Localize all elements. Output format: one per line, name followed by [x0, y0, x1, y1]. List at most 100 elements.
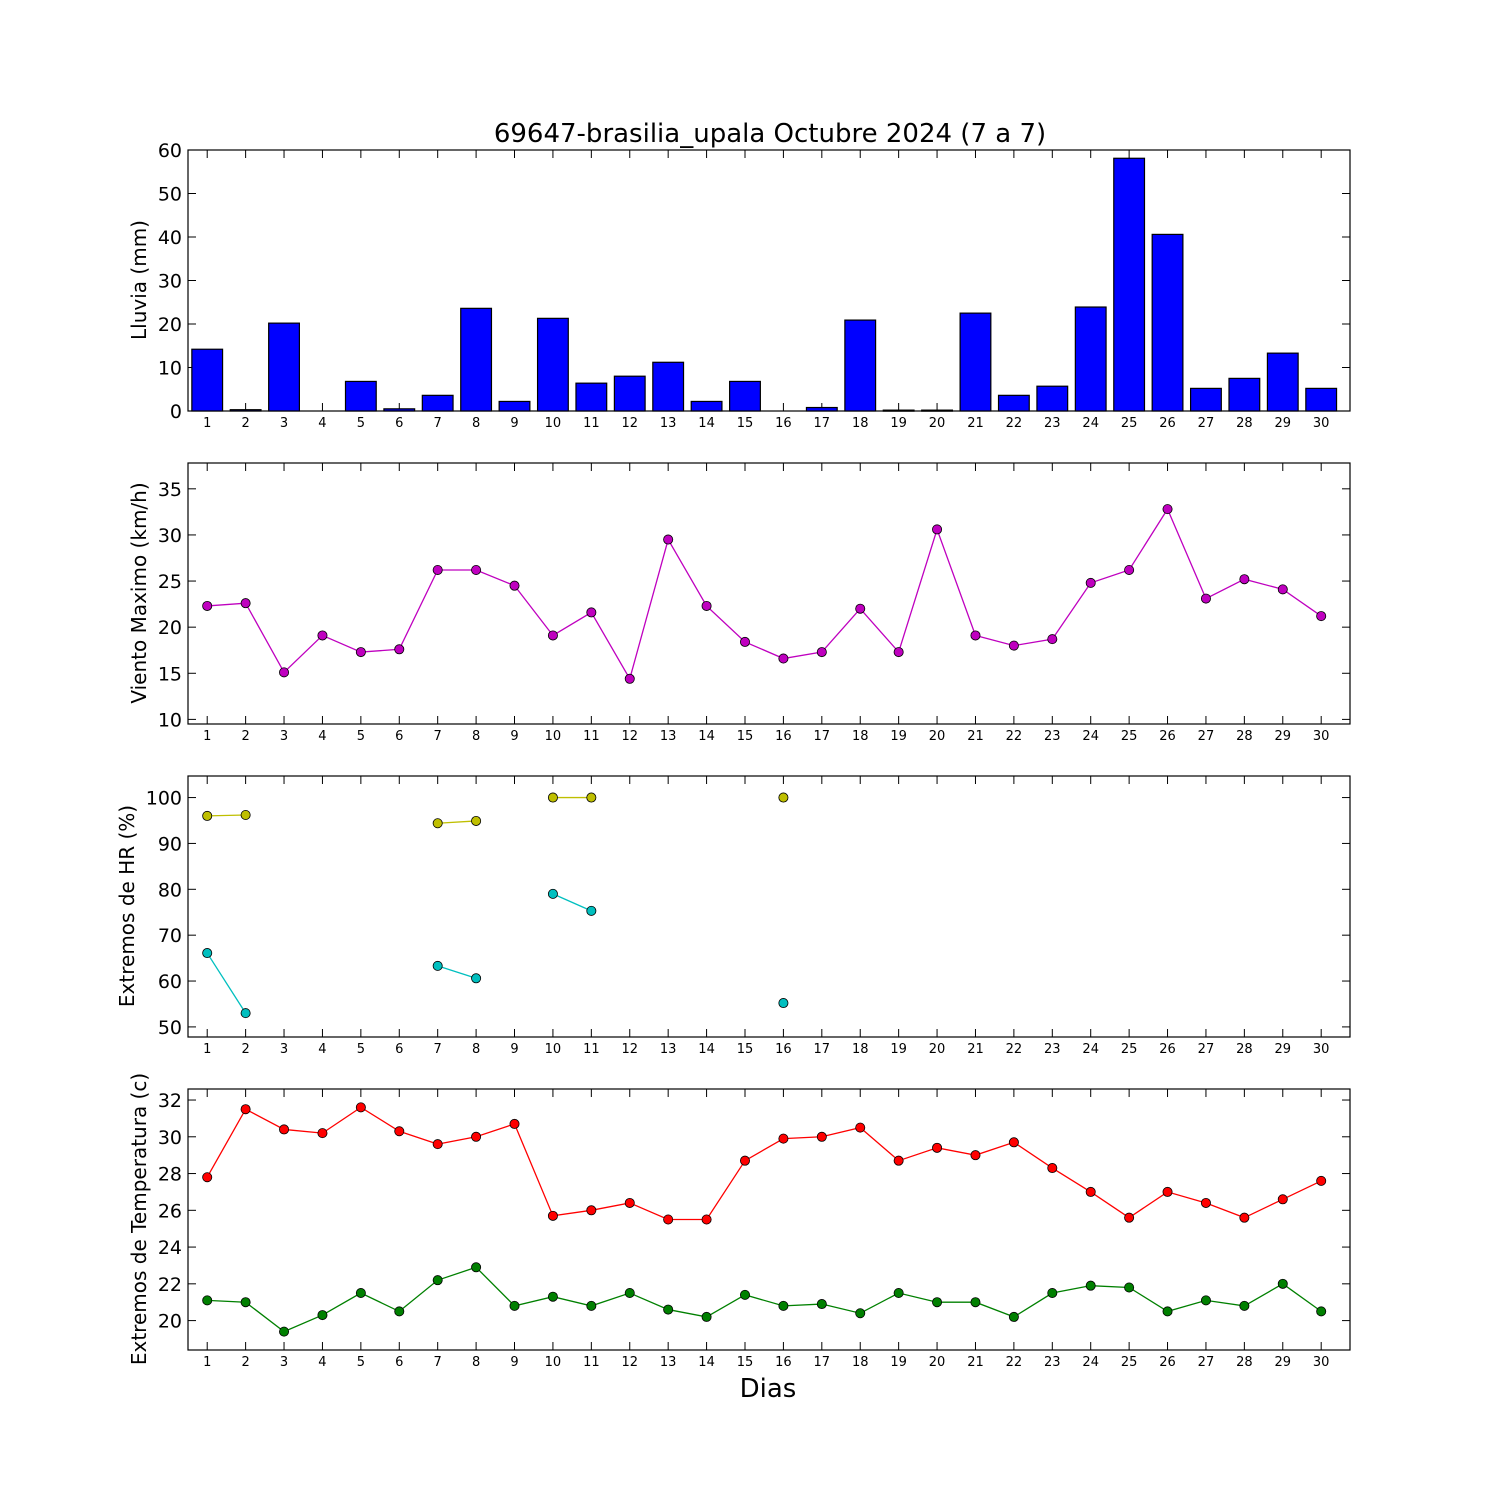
bar-day-27 — [1189, 387, 1222, 412]
point-day-15 — [739, 1289, 750, 1300]
xtick-label: 6 — [395, 1042, 403, 1057]
point-day-24 — [1085, 1186, 1096, 1197]
xtick-label: 2 — [241, 416, 249, 431]
xtick-label: 18 — [852, 416, 869, 431]
point-day-22 — [1008, 1311, 1019, 1322]
ytick-label: 20 — [158, 617, 182, 639]
point-day-9 — [509, 1300, 520, 1311]
xtick-label: 28 — [1236, 416, 1253, 431]
point-day-4 — [317, 630, 328, 641]
xtick-label: 23 — [1044, 1042, 1061, 1057]
xtick-label: 3 — [280, 729, 288, 744]
point-day-9 — [509, 1118, 520, 1129]
point-day-14 — [701, 1214, 712, 1225]
point-day-26 — [1162, 504, 1173, 515]
point-day-4 — [317, 1128, 328, 1139]
bar-day-15 — [729, 380, 761, 412]
bar-day-10 — [536, 317, 569, 412]
xtick-label: 23 — [1044, 729, 1061, 744]
xtick-label: 17 — [814, 729, 831, 744]
xtick-label: 23 — [1044, 1355, 1061, 1370]
series-line-1 — [207, 1266, 1322, 1333]
point-day-16 — [778, 792, 789, 803]
point-day-20 — [932, 524, 943, 535]
xtick-label: 25 — [1121, 1355, 1138, 1370]
bar-day-26 — [1151, 233, 1184, 412]
bar-day-19 — [882, 409, 915, 412]
point-day-16 — [778, 998, 789, 1009]
point-day-6 — [394, 1126, 405, 1137]
bar-day-25 — [1113, 157, 1146, 412]
series-line-1 — [206, 952, 247, 1014]
xtick-label: 12 — [621, 729, 638, 744]
xtick-label: 29 — [1275, 1355, 1292, 1370]
xtick-label: 10 — [545, 416, 562, 431]
point-day-8 — [471, 815, 482, 826]
xtick-label: 14 — [698, 729, 715, 744]
point-day-8 — [471, 973, 482, 984]
point-day-18 — [855, 1122, 866, 1133]
point-day-1 — [202, 810, 213, 821]
xtick-label: 11 — [583, 1042, 600, 1057]
xtick-label: 15 — [737, 1042, 754, 1057]
point-day-18 — [855, 1308, 866, 1319]
xtick-label: 9 — [510, 729, 518, 744]
xtick-label: 13 — [660, 1355, 677, 1370]
bar-day-29 — [1266, 352, 1299, 412]
bar-day-22 — [997, 394, 1030, 412]
ylabel-wind: Viento Maximo (km/h) — [127, 482, 151, 703]
point-day-5 — [355, 1288, 366, 1299]
bar-day-5 — [344, 380, 377, 412]
xtick-label: 25 — [1121, 729, 1138, 744]
xtick-label: 2 — [241, 1355, 249, 1370]
point-day-25 — [1124, 1282, 1135, 1293]
xlabel-days: Dias — [740, 1374, 797, 1404]
xtick-label: 2 — [241, 729, 249, 744]
point-day-3 — [279, 667, 290, 678]
point-day-16 — [778, 1300, 789, 1311]
xtick-label: 1 — [203, 1042, 211, 1057]
xtick-label: 2 — [241, 1042, 249, 1057]
xtick-label: 5 — [357, 1355, 365, 1370]
bar-day-13 — [652, 361, 685, 412]
xtick-label: 19 — [890, 729, 907, 744]
bar-day-9 — [498, 400, 531, 412]
point-day-30 — [1316, 1175, 1327, 1186]
xtick-label: 7 — [434, 729, 442, 744]
xtick-label: 16 — [775, 729, 792, 744]
ytick-label: 30 — [158, 525, 182, 547]
xtick-label: 7 — [434, 416, 442, 431]
xtick-label: 17 — [814, 1355, 831, 1370]
point-day-5 — [355, 1102, 366, 1113]
xtick-label: 16 — [775, 1355, 792, 1370]
point-day-4 — [317, 1310, 328, 1321]
xtick-label: 7 — [434, 1355, 442, 1370]
xtick-label: 8 — [472, 416, 480, 431]
point-day-2 — [240, 1008, 251, 1019]
point-day-11 — [586, 1205, 597, 1216]
plot-frame-humidity — [187, 775, 1351, 1038]
point-day-7 — [432, 818, 443, 829]
bar-day-12 — [613, 375, 646, 412]
xtick-label: 25 — [1121, 416, 1138, 431]
panel-temperature: Extremos de Temperatura (c) 202224262830… — [127, 1073, 1351, 1370]
point-day-1 — [202, 948, 213, 959]
xtick-label: 5 — [357, 416, 365, 431]
ytick-label: 28 — [158, 1164, 182, 1186]
xtick-label: 28 — [1236, 1355, 1253, 1370]
bar-day-20 — [921, 409, 954, 412]
point-day-6 — [394, 644, 405, 655]
xtick-label: 11 — [583, 1355, 600, 1370]
xtick-label: 17 — [814, 1042, 831, 1057]
xtick-label: 20 — [929, 1042, 946, 1057]
ytick-label: 35 — [158, 479, 182, 501]
xtick-label: 26 — [1159, 1042, 1176, 1057]
point-day-19 — [893, 647, 904, 658]
xtick-label: 9 — [510, 1042, 518, 1057]
xtick-label: 8 — [472, 1355, 480, 1370]
xtick-label: 18 — [852, 1042, 869, 1057]
xtick-label: 24 — [1082, 1355, 1099, 1370]
xtick-label: 11 — [583, 416, 600, 431]
xtick-label: 1 — [203, 416, 211, 431]
point-day-23 — [1047, 1288, 1058, 1299]
